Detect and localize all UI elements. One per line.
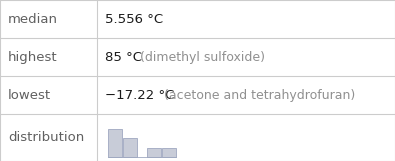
Text: 5.556 °C: 5.556 °C: [105, 13, 163, 25]
Bar: [108, 129, 122, 157]
Text: (acetone and tetrahydrofuran): (acetone and tetrahydrofuran): [164, 89, 355, 101]
Bar: [162, 148, 176, 157]
Bar: [123, 138, 137, 157]
Text: median: median: [8, 13, 58, 25]
Text: 85 °C: 85 °C: [105, 51, 142, 63]
Text: lowest: lowest: [8, 89, 51, 101]
Text: (dimethyl sulfoxide): (dimethyl sulfoxide): [141, 51, 265, 63]
Text: −17.22 °C: −17.22 °C: [105, 89, 174, 101]
Text: highest: highest: [8, 51, 58, 63]
Bar: [147, 148, 161, 157]
Text: distribution: distribution: [8, 131, 84, 144]
